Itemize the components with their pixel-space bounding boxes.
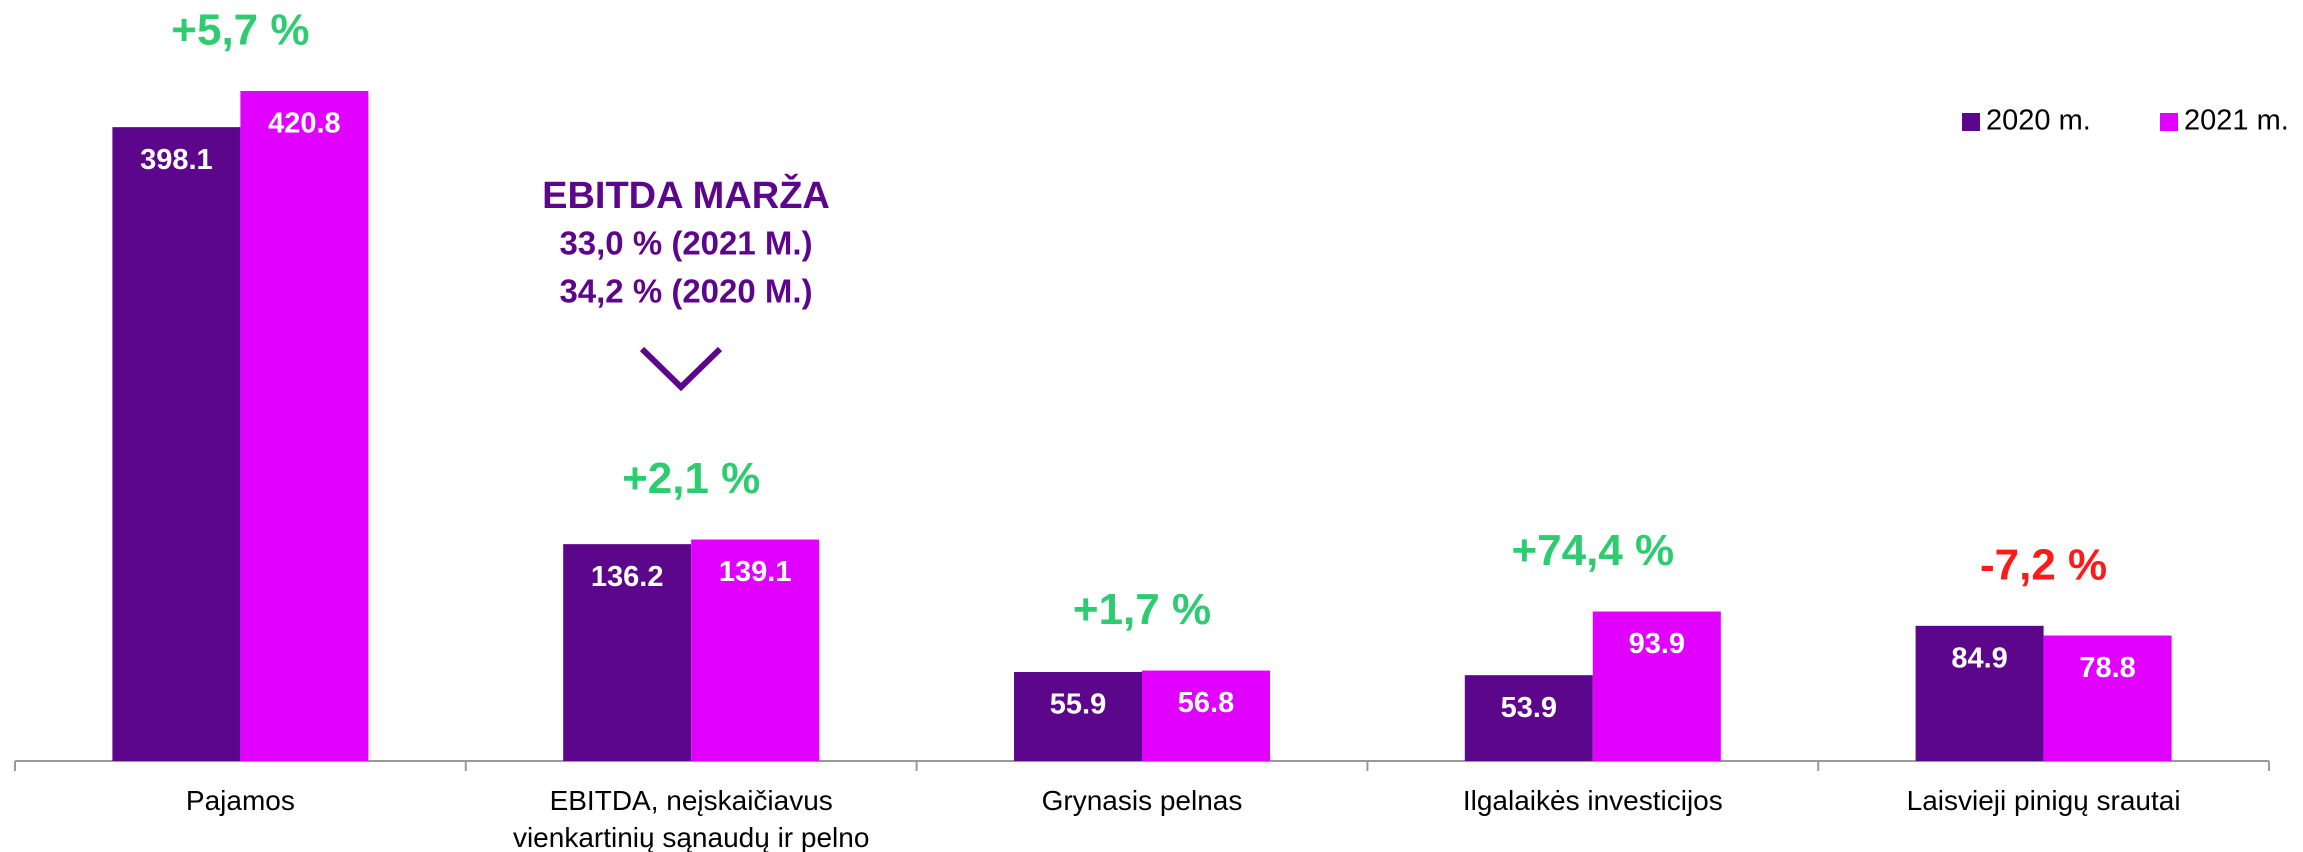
- bar: [1592, 611, 1721, 761]
- value-label: 84.9: [1951, 642, 2007, 674]
- bar: [2043, 635, 2172, 761]
- change-label: -7,2 %: [1980, 540, 2107, 589]
- change-label: +74,4 %: [1511, 526, 1674, 575]
- change-label: +5,7 %: [171, 6, 309, 55]
- change-label: +2,1 %: [622, 454, 760, 503]
- change-label: +1,7 %: [1073, 585, 1211, 634]
- bar: [112, 127, 241, 761]
- legend-label: 2021 m.: [2184, 105, 2289, 137]
- value-label: 420.8: [268, 108, 341, 140]
- bar: [691, 539, 820, 761]
- bar: [1915, 625, 2044, 761]
- x-tick-label: Pajamos: [185, 785, 295, 816]
- legend-swatch: [2160, 113, 2178, 131]
- bar: [1464, 675, 1593, 761]
- callout-title: EBITDA MARŽA: [542, 173, 830, 217]
- legend-swatch: [1962, 113, 1980, 131]
- bar: [1142, 670, 1270, 761]
- value-label: 53.9: [1501, 692, 1557, 724]
- value-label: 55.9: [1050, 689, 1106, 721]
- callout-line: 34,2 % (2020 M.): [559, 273, 812, 310]
- value-label: 136.2: [591, 561, 664, 593]
- value-label: 93.9: [1629, 628, 1685, 660]
- x-tick-label: Grynasis pelnas: [1041, 785, 1243, 816]
- callout-line: 33,0 % (2021 M.): [559, 225, 812, 262]
- value-label: 78.8: [2079, 652, 2135, 684]
- x-tick-label: Ilgalaikės investicijos: [1462, 785, 1723, 816]
- legend-label: 2020 m.: [1986, 105, 2091, 137]
- callout-arrow: [639, 346, 723, 392]
- value-label: 56.8: [1178, 687, 1234, 719]
- bar: [1014, 671, 1142, 761]
- x-tick-label: Laisvieji pinigų srautai: [1906, 785, 2181, 816]
- bar: [563, 544, 692, 761]
- value-label: 398.1: [140, 144, 213, 176]
- x-tick-label: EBITDA, neįskaičiavus vienkartinių sąnau…: [512, 785, 870, 852]
- bar: [240, 91, 369, 761]
- value-label: 139.1: [719, 556, 792, 588]
